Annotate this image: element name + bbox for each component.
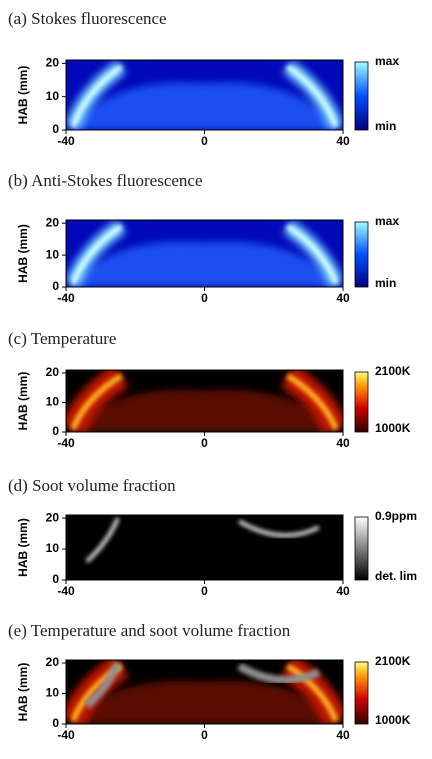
x-tick-label: -40 — [57, 134, 75, 148]
y-tick-label: 10 — [46, 541, 60, 555]
y-tick-label: 10 — [46, 247, 60, 261]
y-axis-label: HAB (mm) — [16, 372, 30, 431]
image-region — [66, 389, 343, 432]
colorbar — [354, 221, 369, 288]
panel: (b) Anti-Stokes fluorescence-40 0 4001020H… — [8, 171, 399, 305]
image-region — [286, 64, 339, 128]
x-tick-label: 40 — [336, 134, 350, 148]
heatmap-image — [66, 515, 343, 580]
y-tick-label: 20 — [46, 215, 60, 229]
panel-title: (c) Temperature — [8, 329, 116, 348]
x-tick-label: -40 — [57, 291, 75, 305]
x-tick-label: 40 — [336, 728, 350, 742]
panel-title: (a) Stokes fluorescence — [8, 9, 167, 28]
image-region — [66, 680, 343, 724]
colorbar-max-label: 0.9ppm — [375, 509, 417, 523]
y-axis-label: HAB (mm) — [16, 518, 30, 577]
y-tick-label: 10 — [46, 686, 60, 700]
image-region — [238, 519, 320, 538]
panel: (e) Temperature and soot volume fraction… — [8, 621, 411, 742]
colorbar-min-label: 1000K — [375, 713, 411, 727]
colorbar — [354, 61, 369, 131]
colorbar — [354, 371, 369, 433]
x-tick-label: 40 — [336, 584, 350, 598]
x-tick-label: 40 — [336, 436, 350, 450]
image-region — [70, 64, 123, 128]
colorbar-min-label: det. lim — [375, 569, 417, 583]
x-tick-label: 0 — [201, 134, 208, 148]
image-region — [286, 663, 339, 723]
y-axis-label: HAB (mm) — [16, 224, 30, 283]
y-tick-label: 0 — [52, 572, 59, 586]
y-tick-label: 20 — [46, 56, 60, 70]
y-tick-label: 10 — [46, 89, 60, 103]
colorbar — [354, 516, 369, 581]
y-tick-label: 0 — [52, 122, 59, 136]
x-tick-label: 0 — [201, 291, 208, 305]
y-axis-label: HAB (mm) — [16, 66, 30, 125]
image-region — [286, 224, 339, 285]
heatmap-image — [66, 220, 343, 287]
image-region — [237, 662, 321, 684]
colorbar-max-label: max — [375, 54, 399, 68]
x-tick-label: 0 — [201, 436, 208, 450]
colorbar — [354, 661, 369, 725]
y-tick-label: 0 — [52, 424, 59, 438]
heatmap-image — [66, 660, 343, 724]
x-tick-label: 0 — [201, 728, 208, 742]
y-tick-label: 20 — [46, 510, 60, 524]
panel-title: (d) Soot volume fraction — [8, 476, 176, 495]
heatmap-image — [66, 370, 343, 432]
heatmap-image — [66, 60, 343, 130]
x-tick-label: -40 — [57, 728, 75, 742]
image-region — [70, 373, 123, 431]
image-region — [286, 373, 339, 431]
colorbar-min-label: 1000K — [375, 421, 411, 435]
colorbar-min-label: min — [375, 276, 396, 290]
x-tick-label: 0 — [201, 584, 208, 598]
image-region — [66, 241, 343, 287]
x-tick-label: 40 — [336, 291, 350, 305]
x-tick-label: -40 — [57, 584, 75, 598]
y-tick-label: 10 — [46, 395, 60, 409]
panel-title: (e) Temperature and soot volume fraction — [8, 621, 291, 640]
colorbar-min-label: min — [375, 119, 396, 133]
y-tick-label: 0 — [52, 716, 59, 730]
colorbar-max-label: 2100K — [375, 654, 411, 668]
image-background — [66, 515, 343, 580]
x-tick-label: -40 — [57, 436, 75, 450]
y-tick-label: 20 — [46, 365, 60, 379]
image-region — [66, 82, 343, 130]
panel-title: (b) Anti-Stokes fluorescence — [8, 171, 203, 190]
y-tick-label: 20 — [46, 655, 60, 669]
y-axis-label: HAB (mm) — [16, 663, 30, 722]
image-region — [70, 224, 123, 285]
colorbar-max-label: 2100K — [375, 364, 411, 378]
y-tick-label: 0 — [52, 279, 59, 293]
colorbar-max-label: max — [375, 214, 399, 228]
image-region — [85, 517, 120, 563]
image-region — [84, 661, 122, 709]
